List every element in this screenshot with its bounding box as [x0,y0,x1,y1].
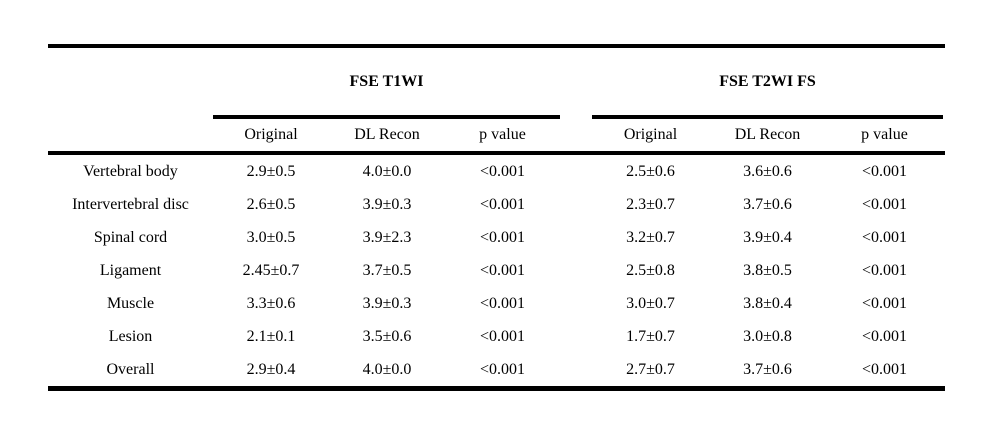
table-row-intervertebral-disc: Intervertebral disc 2.6±0.5 3.9±0.3 <0.0… [48,188,943,221]
column-header-row: Original DL Recon p value Original DL Re… [48,119,943,151]
table-row-ligament: Ligament 2.45±0.7 3.7±0.5 <0.001 2.5±0.8… [48,254,943,287]
column-header-t2-p-value: p value [861,126,908,143]
cell-t1-p-value: <0.001 [479,327,526,345]
cell-t1-original: 2.1±0.1 [246,327,296,345]
table-row-muscle: Muscle 3.3±0.6 3.9±0.3 <0.001 3.0±0.7 3.… [48,287,943,320]
spanner-rule-t1wi [213,115,560,119]
group-spanner-rules [48,115,943,119]
row-label: Muscle [106,294,155,312]
cell-t2-p-value: <0.001 [861,294,908,312]
cell-t2-dl-recon: 3.7±0.6 [743,195,792,213]
cell-t2-dl-recon: 3.7±0.6 [743,360,792,378]
cell-t1-p-value: <0.001 [479,261,526,279]
cell-t1-p-value: <0.001 [479,360,526,378]
row-label: Lesion [108,327,153,345]
cell-t2-p-value: <0.001 [861,360,908,378]
cell-t2-p-value: <0.001 [861,261,908,279]
column-header-t1-p-value: p value [479,126,526,143]
cell-t1-dl-recon: 3.9±2.3 [362,228,412,246]
cell-t1-original: 2.6±0.5 [246,195,296,213]
table-top-rule [48,44,945,48]
cell-t2-dl-recon: 3.8±0.5 [743,261,792,279]
group-header-row: FSE T1WI FSE T2WI FS [48,48,943,115]
cell-t2-original: 3.2±0.7 [626,228,675,246]
group-header-fse-t2wi-fs: FSE T2WI FS [719,72,816,90]
cell-t1-original: 2.9±0.5 [246,162,296,180]
cell-t2-dl-recon: 3.8±0.4 [743,294,792,312]
cell-t2-p-value: <0.001 [861,162,908,180]
comparison-table: FSE T1WI FSE T2WI FS Original DL Recon p… [48,44,945,391]
cell-t1-p-value: <0.001 [479,162,526,180]
cell-t1-original: 3.0±0.5 [246,228,296,246]
cell-t1-dl-recon: 3.9±0.3 [362,195,412,213]
cell-t1-original: 2.45±0.7 [242,261,300,279]
column-header-t1-original: Original [244,126,298,143]
cell-t1-p-value: <0.001 [479,294,526,312]
row-label: Spinal cord [93,228,168,246]
cell-t2-p-value: <0.001 [861,327,908,345]
cell-t1-dl-recon: 4.0±0.0 [362,162,412,180]
cell-t1-dl-recon: 3.7±0.5 [362,261,412,279]
cell-t1-original: 2.9±0.4 [246,360,296,378]
table-row-overall: Overall 2.9±0.4 4.0±0.0 <0.001 2.7±0.7 3… [48,353,943,386]
cell-t1-dl-recon: 3.9±0.3 [362,294,412,312]
table-row-vertebral-body: Vertebral body 2.9±0.5 4.0±0.0 <0.001 2.… [48,155,943,188]
cell-t1-original: 3.3±0.6 [246,294,296,312]
cell-t2-dl-recon: 3.9±0.4 [743,228,792,246]
cell-t1-p-value: <0.001 [479,195,526,213]
cell-t2-original: 2.7±0.7 [626,360,675,378]
header-separator-rule [48,151,945,155]
row-label: Intervertebral disc [72,195,189,213]
cell-t2-original: 3.0±0.7 [626,294,675,312]
group-header-fse-t1wi: FSE T1WI [349,72,424,90]
row-label: Vertebral body [83,162,178,180]
spanner-rule-t2wi-fs [592,115,943,119]
column-header-t1-dl-recon: DL Recon [354,126,420,143]
cell-t1-dl-recon: 4.0±0.0 [362,360,412,378]
cell-t2-dl-recon: 3.0±0.8 [743,327,792,345]
cell-t2-p-value: <0.001 [861,228,908,246]
column-header-t2-dl-recon: DL Recon [734,126,801,143]
cell-t2-original: 2.5±0.6 [626,162,675,180]
row-label: Overall [106,360,155,378]
table-row-spinal-cord: Spinal cord 3.0±0.5 3.9±2.3 <0.001 3.2±0… [48,221,943,254]
cell-t2-dl-recon: 3.6±0.6 [743,162,792,180]
cell-t2-original: 1.7±0.7 [626,327,675,345]
cell-t2-original: 2.5±0.8 [626,261,675,279]
cell-t1-p-value: <0.001 [479,228,526,246]
table-row-lesion: Lesion 2.1±0.1 3.5±0.6 <0.001 1.7±0.7 3.… [48,320,943,353]
cell-t1-dl-recon: 3.5±0.6 [362,327,412,345]
row-label: Ligament [99,261,162,279]
cell-t2-original: 2.3±0.7 [626,195,675,213]
table-bottom-rule [48,386,945,391]
cell-t2-p-value: <0.001 [861,195,908,213]
column-header-t2-original: Original [623,126,678,143]
